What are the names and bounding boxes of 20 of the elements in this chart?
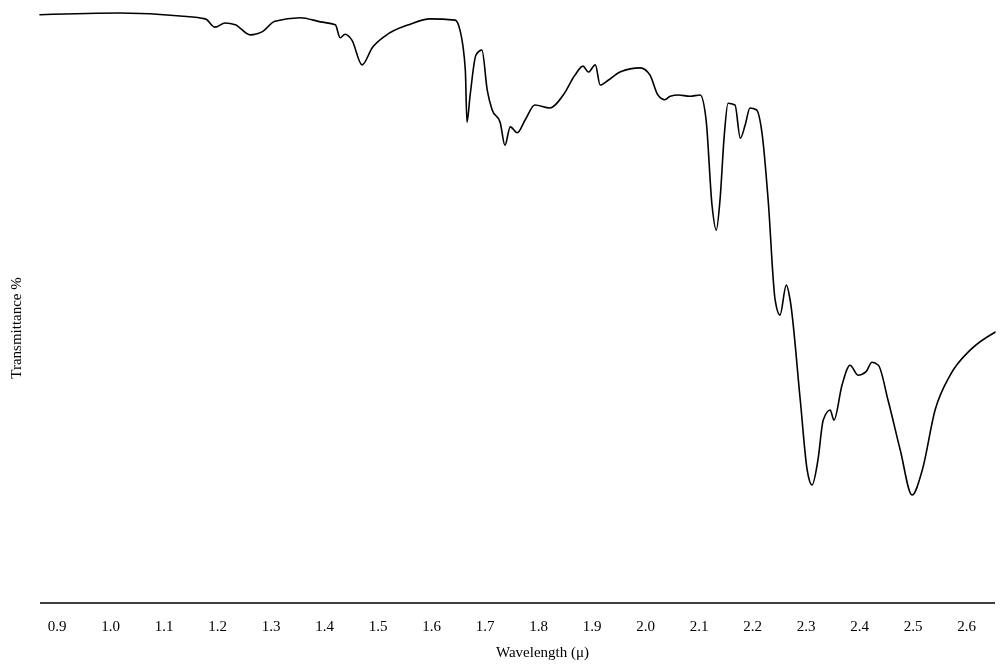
x-tick-label: 1.8 (529, 618, 549, 634)
x-tick-label: 1.6 (422, 618, 442, 634)
x-tick-label: 1.9 (582, 618, 602, 634)
x-tick-label: 2.3 (796, 618, 816, 634)
x-tick-label: 1.3 (261, 618, 281, 634)
x-tick-label: 2.4 (850, 618, 870, 634)
x-tick-label: 1.4 (315, 618, 335, 634)
x-tick-label: 2.0 (636, 618, 656, 634)
x-axis-title: Wavelength (μ) (495, 644, 590, 661)
x-tick-label: 1.2 (208, 618, 227, 634)
x-tick-label: 2.1 (689, 618, 709, 634)
x-tick-label: 0.9 (47, 618, 67, 634)
x-tick-label: 2.2 (743, 618, 763, 634)
y-axis-title: Transmittance % (8, 277, 24, 379)
x-tick-label: 1.1 (154, 618, 174, 634)
x-tick-label: 1.5 (368, 618, 388, 634)
x-tick-label: 2.6 (957, 618, 977, 634)
x-tick-label: 1.0 (101, 618, 120, 634)
x-tick-label: 2.5 (903, 618, 923, 634)
x-tick-label: 1.7 (475, 618, 496, 634)
